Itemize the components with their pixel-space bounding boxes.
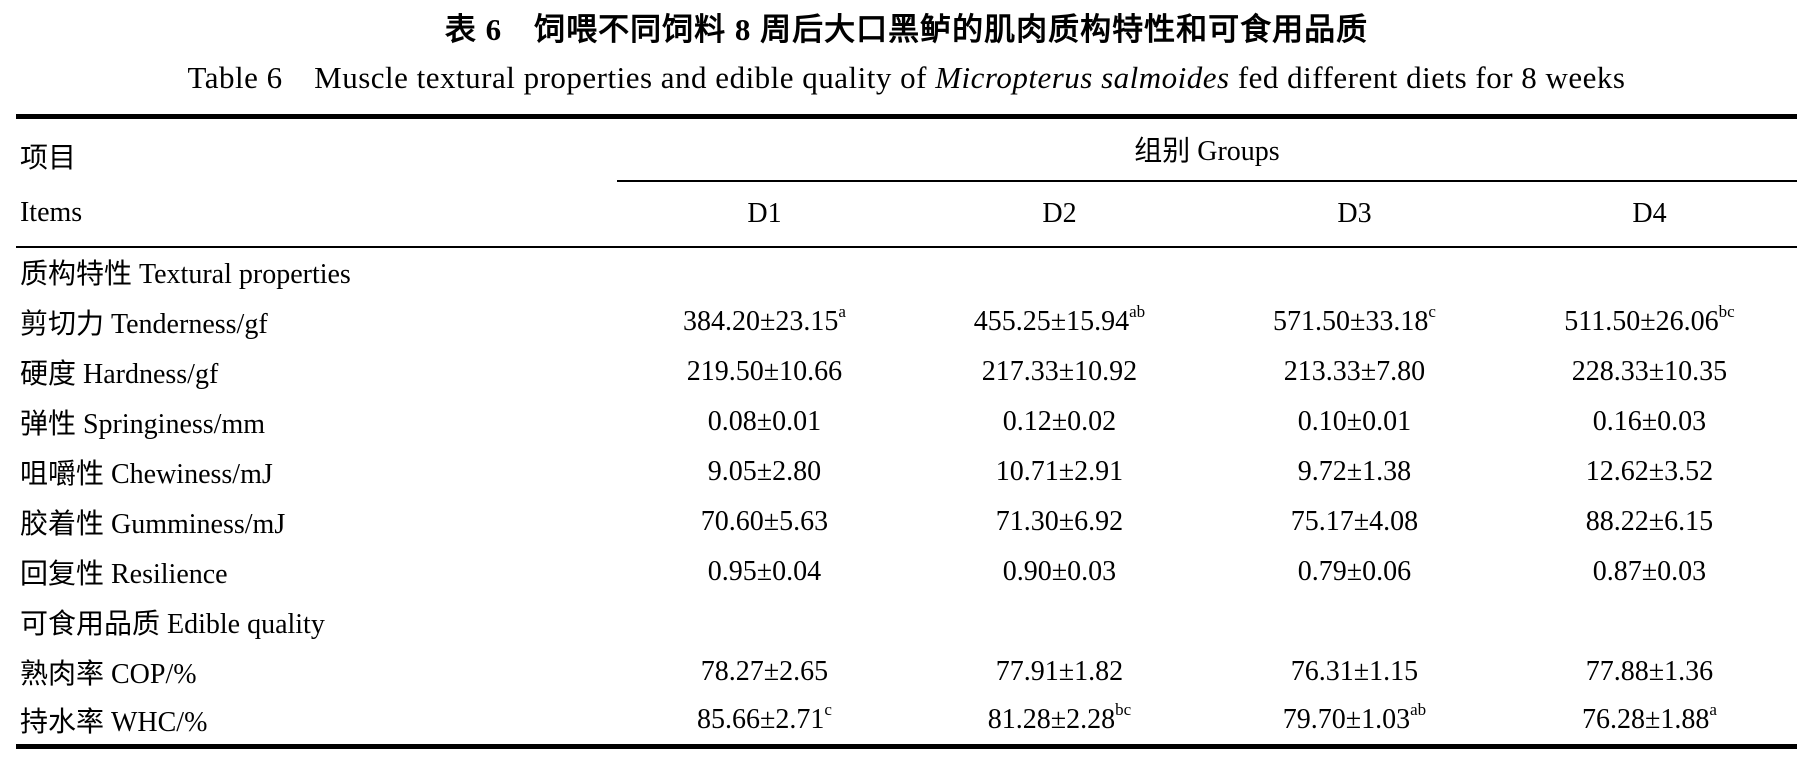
empty-cell (617, 247, 912, 297)
significance-superscript: a (1709, 700, 1717, 720)
row-label: 持水率 WHC/% (19, 707, 208, 739)
empty-cell (1207, 247, 1502, 297)
value-cell: 455.25±15.94ab (973, 301, 1146, 337)
data-row: 咀嚼性 Chewiness/mJ 9.05±2.80 10.71±2.91 9.72±… (16, 447, 1797, 497)
value-cell: 0.95±0.04 (707, 555, 822, 587)
value-cell: 71.30±6.92 (995, 505, 1124, 537)
empty-cell (617, 597, 912, 647)
data-table: 项目 Items 组别 Groups D1 D2 D3 D4 质构特性 Text… (15, 114, 1797, 749)
items-header-zh: 项目 (19, 142, 76, 174)
value-cell: 0.16±0.03 (1592, 405, 1707, 437)
value-cell: 88.22±6.15 (1585, 505, 1714, 537)
value-cell: 219.50±10.66 (686, 355, 843, 387)
value-cell: 79.70±1.03ab (1282, 700, 1427, 736)
value-cell: 76.31±1.15 (1290, 655, 1419, 687)
group-column-header-d3: D3 (1206, 180, 1502, 248)
row-label: 质构特性 Textural properties (19, 259, 351, 290)
empty-cell (912, 597, 1207, 647)
row-label: 咀嚼性 Chewiness/mJ (19, 458, 273, 490)
items-header-en: Items (19, 196, 83, 228)
value-cell: 0.87±0.03 (1592, 555, 1707, 587)
group-column-header-d2: D2 (911, 180, 1207, 248)
value-cell: 85.66±2.71c (697, 700, 832, 736)
significance-superscript: bc (1718, 301, 1735, 321)
value-cell: 70.60±5.63 (700, 505, 829, 537)
table-title-en: Table 6 Muscle textural properties and e… (0, 57, 1813, 99)
row-label: 弹性 Springiness/mm (19, 408, 265, 440)
data-row: 胶着性 Gumminess/mJ 70.60±5.63 71.30±6.92 75.1… (16, 497, 1797, 547)
value-cell: 10.71±2.91 (995, 455, 1124, 487)
data-row: 回复性 Resilience 0.95±0.04 0.90±0.03 0.79±0.0… (16, 547, 1797, 597)
value-cell: 76.28±1.88a (1582, 700, 1717, 736)
groups-header-cell: 组别 Groups (616, 116, 1797, 182)
data-row: 持水率 WHC/% 85.66±2.71c 81.28±2.28bc 79.70±1.… (16, 697, 1797, 747)
significance-superscript: c (1428, 301, 1436, 321)
value-cell: 81.28±2.28bc (987, 700, 1132, 736)
significance-superscript: a (838, 301, 846, 321)
table-header: 项目 Items 组别 Groups D1 D2 D3 D4 (15, 116, 1797, 248)
row-label: 熟肉率 COP/% (19, 658, 197, 690)
empty-cell (1502, 597, 1797, 647)
significance-superscript: ab (1129, 301, 1146, 321)
table-title-en-suffix: fed different diets for 8 weeks (1229, 60, 1626, 95)
value-cell: 511.50±26.06bc (1564, 301, 1735, 337)
data-row: 硬度 Hardness/gf 219.50±10.66 217.33±10.92 21… (16, 347, 1797, 397)
value-cell: 12.62±3.52 (1585, 455, 1714, 487)
row-label: 可食用品质 Edible quality (19, 608, 325, 640)
group-column-header-d1: D1 (616, 180, 912, 248)
group-column-header-d4: D4 (1501, 180, 1797, 248)
value-cell: 0.79±0.06 (1297, 555, 1412, 587)
data-row: 弹性 Springiness/mm 0.08±0.01 0.12±0.02 0.10±… (16, 397, 1797, 447)
value-cell: 217.33±10.92 (981, 355, 1138, 387)
empty-cell (912, 247, 1207, 297)
value-cell: 384.20±23.15a (683, 301, 846, 337)
value-cell: 571.50±33.18c (1273, 301, 1436, 337)
row-label: 剪切力 Tenderness/gf (19, 308, 268, 340)
value-cell: 78.27±2.65 (700, 655, 829, 687)
value-cell: 0.90±0.03 (1002, 555, 1117, 587)
table-body: 质构特性 Textural properties 剪切力 Tenderness/g… (16, 247, 1797, 747)
table-title-zh: 表 6 饲喂不同饲料 8 周后大口黑鲈的肌肉质构特性和可食用品质 (444, 12, 1369, 47)
value-cell: 77.88±1.36 (1585, 655, 1714, 687)
value-cell: 9.72±1.38 (1297, 455, 1412, 487)
section-row: 质构特性 Textural properties (16, 247, 1797, 297)
value-cell: 213.33±7.80 (1283, 355, 1426, 387)
data-row: 熟肉率 COP/% 78.27±2.65 77.91±1.82 76.31±1.15 7… (16, 647, 1797, 697)
significance-superscript: c (824, 700, 832, 720)
value-cell: 228.33±10.35 (1571, 355, 1728, 387)
value-cell: 77.91±1.82 (995, 655, 1124, 687)
significance-superscript: ab (1410, 700, 1427, 720)
empty-cell (1502, 247, 1797, 297)
value-cell: 9.05±2.80 (707, 455, 822, 487)
value-cell: 75.17±4.08 (1290, 505, 1419, 537)
row-label: 硬度 Hardness/gf (19, 358, 219, 390)
items-header-cell: 项目 Items (15, 116, 617, 248)
row-label: 胶着性 Gumminess/mJ (19, 508, 286, 540)
value-cell: 0.08±0.01 (707, 405, 822, 437)
section-row: 可食用品质 Edible quality (16, 597, 1797, 647)
species-name-italic: Micropterus salmoides (935, 60, 1230, 95)
groups-header-row: 项目 Items 组别 Groups (15, 116, 1797, 248)
empty-cell (1207, 597, 1502, 647)
significance-superscript: bc (1115, 700, 1132, 720)
value-cell: 0.12±0.02 (1002, 405, 1117, 437)
group-columns-row: D1 D2 D3 D4 (16, 180, 1797, 248)
table-title-en-prefix: Table 6 Muscle textural properties and e… (187, 60, 936, 95)
value-cell: 0.10±0.01 (1297, 405, 1412, 437)
row-label: 回复性 Resilience (19, 558, 228, 590)
data-row: 剪切力 Tenderness/gf 384.20±23.15a 455.25±15.… (16, 297, 1797, 347)
